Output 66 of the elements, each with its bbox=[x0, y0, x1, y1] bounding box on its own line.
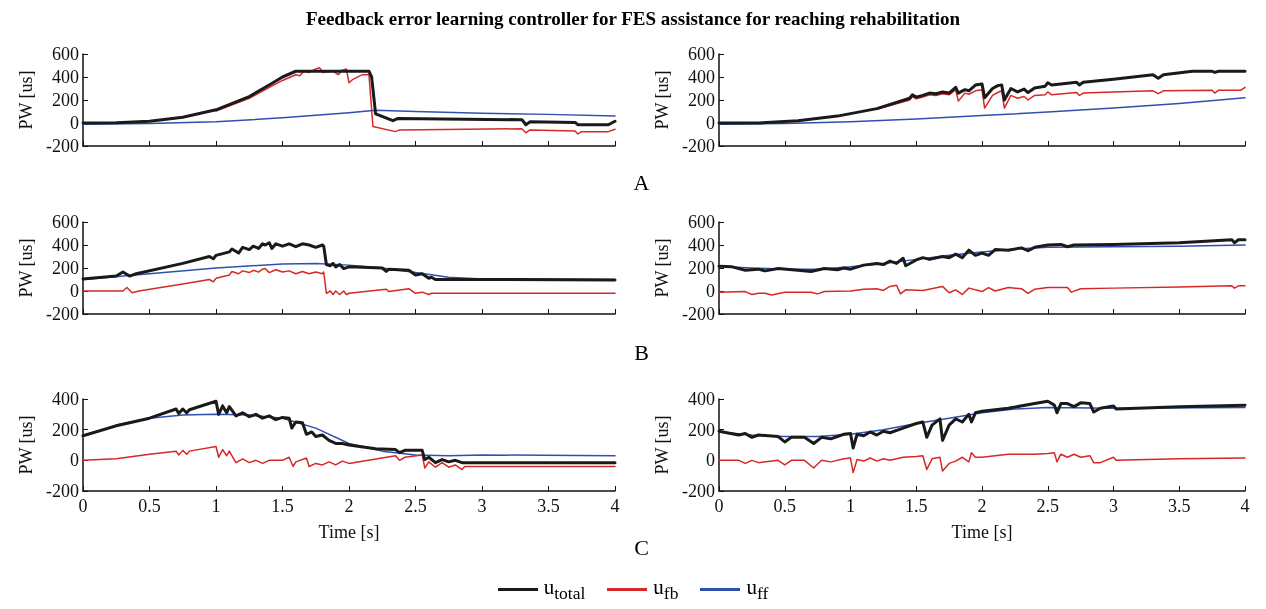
x-tick-label: 2.5 bbox=[404, 496, 427, 516]
y-tick-label: 600 bbox=[52, 212, 79, 232]
y-tick-label: 400 bbox=[52, 235, 79, 255]
x-tick-label: 0.5 bbox=[138, 496, 161, 516]
x-tick-label: 3 bbox=[477, 496, 487, 516]
y-tick-label: 200 bbox=[52, 258, 79, 278]
line-series bbox=[82, 445, 616, 471]
y-axis-title: PW [us] bbox=[16, 415, 36, 475]
x-tick-label: 2 bbox=[977, 496, 987, 516]
y-tick-label: -200 bbox=[46, 304, 79, 324]
x-tick-label: 3.5 bbox=[1168, 496, 1191, 516]
y-tick-label: 200 bbox=[52, 419, 79, 440]
y-tick-label: 0 bbox=[70, 281, 79, 301]
y-tick-label: 0 bbox=[706, 281, 715, 301]
y-tick-label: 0 bbox=[706, 450, 715, 471]
y-axis-title: PW [us] bbox=[652, 238, 672, 298]
y-axis-title: PW [us] bbox=[652, 70, 672, 130]
text: C bbox=[634, 535, 649, 560]
y-tick-label: 400 bbox=[52, 389, 79, 409]
y-tick-label: 600 bbox=[688, 212, 715, 232]
y-tick-label: 400 bbox=[52, 67, 79, 87]
line-series bbox=[82, 267, 616, 296]
y-axis-title: PW [us] bbox=[16, 70, 36, 130]
x-tick-label: 1 bbox=[846, 496, 855, 516]
y-tick-label: -200 bbox=[682, 136, 715, 156]
y-tick-label: 400 bbox=[688, 67, 715, 87]
y-tick-label: 400 bbox=[688, 235, 715, 255]
x-tick-label: 1.5 bbox=[271, 496, 294, 516]
y-axis-title: PW [us] bbox=[652, 415, 672, 475]
x-tick-label: 1 bbox=[211, 496, 221, 516]
x-tick-label: 0.5 bbox=[773, 496, 796, 516]
y-tick-label: 200 bbox=[688, 258, 715, 278]
y-tick-label: 200 bbox=[688, 90, 715, 110]
y-tick-label: 600 bbox=[688, 44, 715, 64]
y-tick-label: 600 bbox=[52, 44, 79, 64]
y-tick-label: 0 bbox=[70, 113, 79, 133]
line-series bbox=[718, 96, 1246, 125]
x-tick-label: 3.5 bbox=[537, 496, 560, 516]
y-tick-label: 0 bbox=[70, 450, 79, 471]
y-tick-label: 200 bbox=[688, 419, 715, 440]
line-series bbox=[718, 451, 1246, 474]
x-axis-title: Time [s] bbox=[318, 522, 380, 542]
line-series bbox=[82, 109, 616, 125]
legend-label: u$_{ff}$ bbox=[746, 575, 769, 605]
y-tick-label: 0 bbox=[706, 113, 715, 133]
x-tick-label: 3 bbox=[1109, 496, 1118, 516]
y-tick-label: -200 bbox=[46, 136, 79, 156]
x-tick-label: 1.5 bbox=[905, 496, 928, 516]
line-series bbox=[718, 284, 1246, 296]
y-axis-title: PW [us] bbox=[16, 238, 36, 298]
legend-label: u$_{fb}$ bbox=[653, 575, 679, 605]
y-tick-label: -200 bbox=[682, 481, 715, 501]
x-tick-label: 2.5 bbox=[1036, 496, 1059, 516]
line-series bbox=[215, 67, 616, 135]
text: B bbox=[633, 340, 650, 366]
y-tick-label: -200 bbox=[682, 304, 715, 324]
x-tick-label: 4 bbox=[1240, 496, 1250, 516]
x-tick-label: 4 bbox=[610, 496, 620, 516]
y-tick-label: 400 bbox=[688, 389, 715, 409]
x-axis-title: Time [s] bbox=[951, 522, 1013, 542]
chart-title: Feedback error learning controller for FES assistance for reaching rehabilitation bbox=[304, 8, 962, 30]
legend-label: u$_{total}$ bbox=[543, 575, 586, 605]
y-tick-label: -200 bbox=[46, 481, 79, 501]
x-tick-label: 2 bbox=[344, 496, 354, 516]
text: A bbox=[632, 170, 651, 196]
y-tick-label: 200 bbox=[52, 90, 79, 110]
